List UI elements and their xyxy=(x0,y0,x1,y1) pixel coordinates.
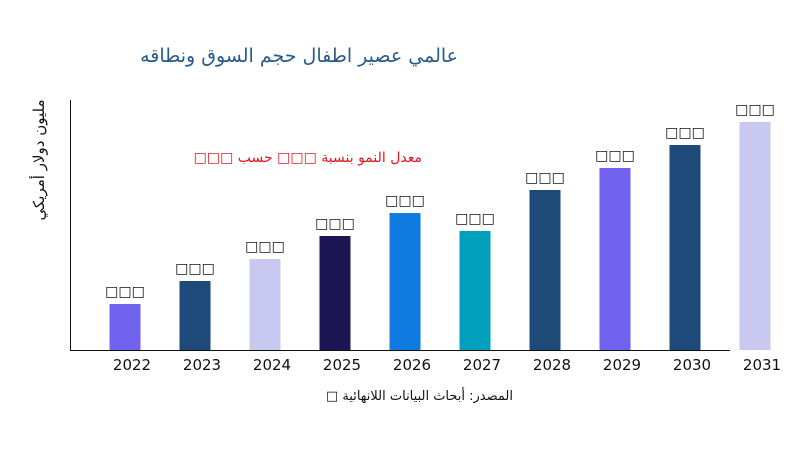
bar-2022 xyxy=(109,304,141,350)
x-tick-label: 2025 xyxy=(323,356,361,374)
source-note: المصدر: أبحاث البيانات اللانهائية □ xyxy=(326,387,513,404)
data-label-2025: □□□ xyxy=(315,216,355,232)
x-tick-label: 2027 xyxy=(463,356,501,374)
x-tick-label: 2024 xyxy=(253,356,291,374)
data-label-2023: □□□ xyxy=(175,261,215,277)
x-tick-label: 2023 xyxy=(183,356,221,374)
x-tick-label: 2022 xyxy=(113,356,151,374)
growth-annotation: معدل النمو بنسبة □□□ حسب □□□ xyxy=(194,150,422,166)
data-label-2024: □□□ xyxy=(245,239,285,255)
data-label-2027: □□□ xyxy=(455,211,495,227)
x-tick-label: 2026 xyxy=(393,356,431,374)
x-tick-label: 2030 xyxy=(673,356,711,374)
bar-2031 xyxy=(739,122,771,350)
bar-2024 xyxy=(249,259,281,350)
y-axis-label: مليون دولار أمريكي xyxy=(29,100,49,221)
x-tick-label: 2029 xyxy=(603,356,641,374)
bar-2030 xyxy=(669,145,701,350)
data-label-2030: □□□ xyxy=(665,125,705,141)
bar-2028 xyxy=(529,190,561,350)
bar-2029 xyxy=(599,168,631,350)
x-tick-label: 2028 xyxy=(533,356,571,374)
x-tick-label: 2031 xyxy=(743,356,781,374)
data-label-2022: □□□ xyxy=(105,284,145,300)
chart-title: عالمي عصير اطفال حجم السوق ونطاقه xyxy=(140,45,458,67)
bar-2027 xyxy=(459,231,491,350)
data-label-2028: □□□ xyxy=(525,170,565,186)
bar-2025 xyxy=(319,236,351,350)
data-label-2029: □□□ xyxy=(595,148,635,164)
data-label-2031: □□□ xyxy=(735,102,775,118)
bar-2023 xyxy=(179,281,211,350)
data-label-2026: □□□ xyxy=(385,193,425,209)
bar-2026 xyxy=(389,213,421,350)
